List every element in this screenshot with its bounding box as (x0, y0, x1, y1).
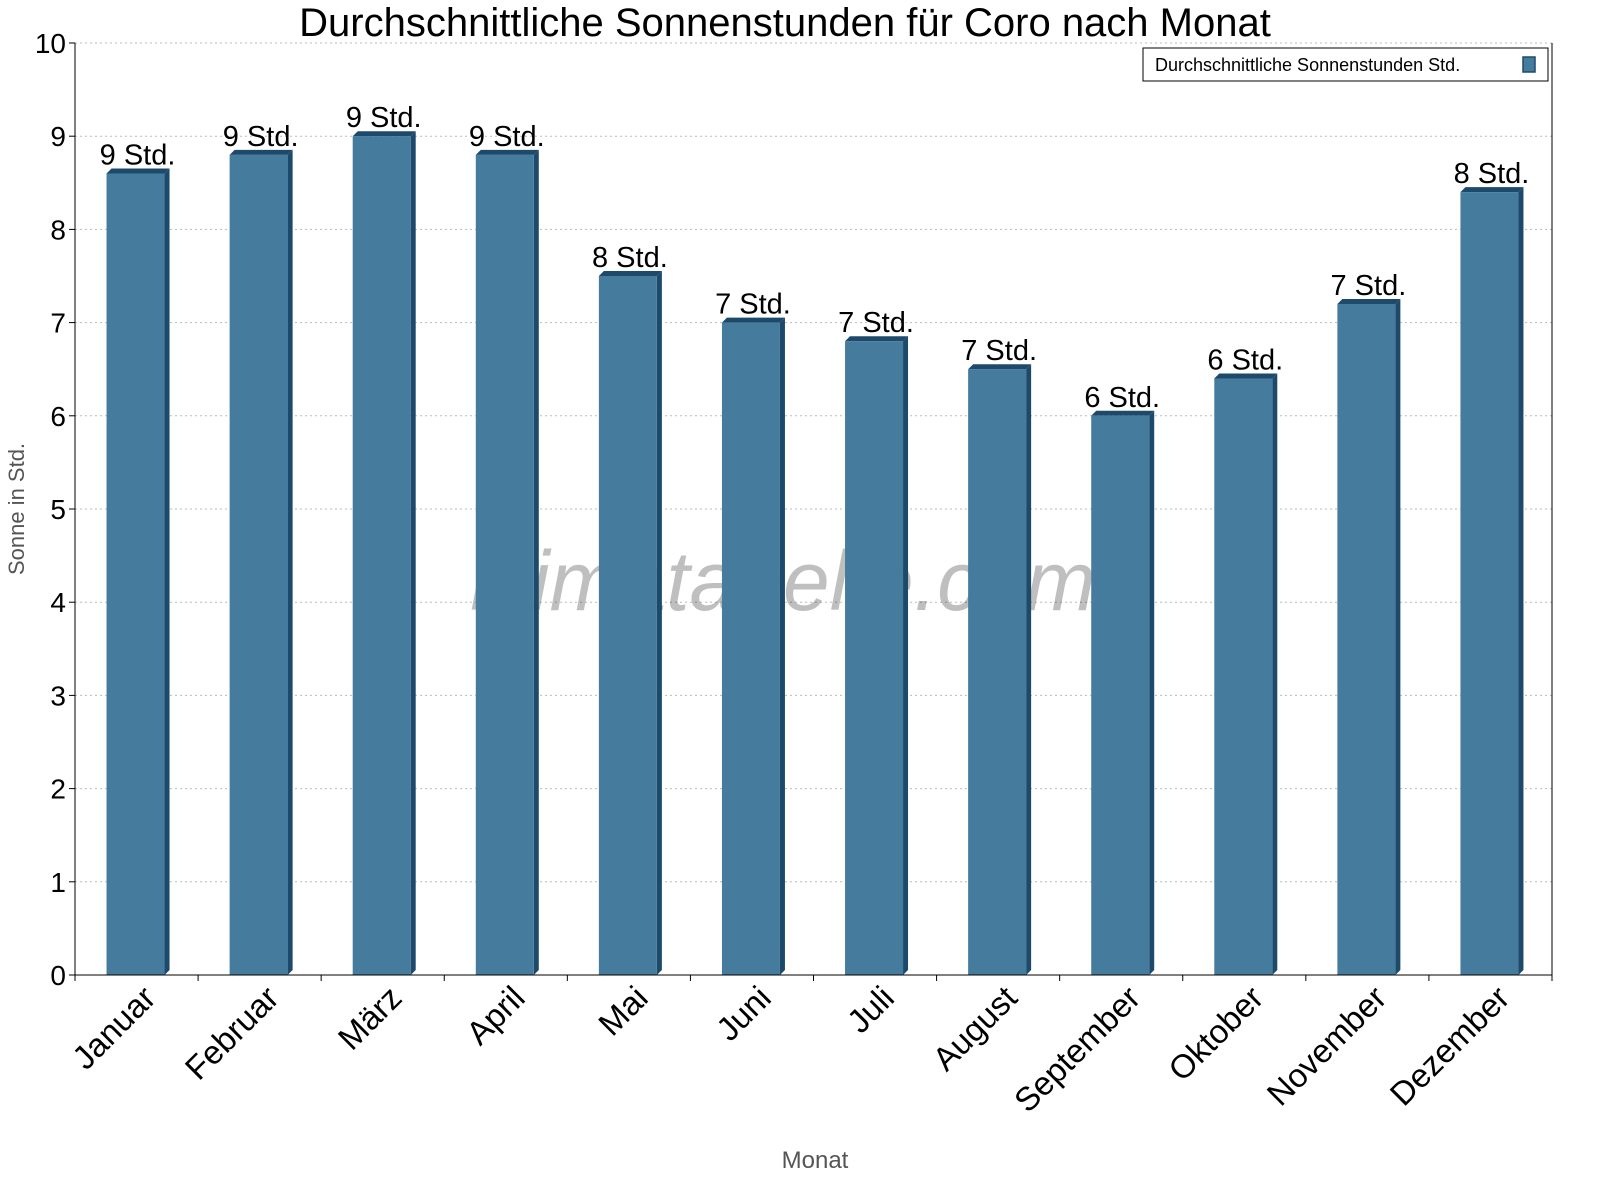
bar-side (1518, 187, 1524, 975)
bar (106, 173, 165, 976)
data-label: 6 Std. (1084, 382, 1160, 414)
data-label: 7 Std. (961, 335, 1037, 367)
grid-lines (75, 42, 1552, 883)
bar-side (533, 149, 539, 976)
bar (968, 369, 1027, 975)
legend-box (1142, 47, 1549, 82)
legend-swatch (1522, 56, 1536, 73)
bar-side (164, 168, 170, 976)
bar-top (1091, 410, 1155, 416)
y-tick-label: 3 (50, 680, 66, 711)
y-tick-label: 10 (35, 28, 66, 59)
bar-top (106, 168, 170, 174)
legend[interactable]: Durchschnittliche Sonnenstunden Std. (1142, 47, 1549, 82)
x-tick-label: Oktober (1161, 979, 1270, 1088)
bar-side (1026, 364, 1032, 975)
bar-side (1149, 410, 1155, 975)
bar-top (1214, 373, 1278, 379)
bar (352, 136, 411, 975)
data-label: 6 Std. (1207, 345, 1283, 377)
bar (598, 276, 657, 975)
x-axis-title: Monat (782, 1147, 849, 1174)
bar-top (1337, 298, 1401, 304)
bar-side (779, 317, 785, 976)
bar (1460, 192, 1519, 975)
x-tick-label: Januar (65, 979, 163, 1077)
x-tick-label: August (925, 979, 1024, 1078)
data-label: 8 Std. (1454, 158, 1530, 190)
bar-top (229, 149, 293, 155)
legend-label: Durchschnittliche Sonnenstunden Std. (1155, 55, 1460, 75)
bars: 9 Std. 9 Std. 9 Std. 9 Std. 8 Std. 7 Std. 7 St… (100, 102, 1530, 976)
y-tick-label: 4 (50, 587, 66, 618)
bar (845, 341, 904, 975)
bar-top (968, 364, 1032, 370)
bar-side (656, 271, 662, 975)
y-tick-label: 7 (50, 308, 66, 339)
bar (1214, 378, 1273, 975)
y-axis-title: Sonne in Std. (4, 443, 29, 575)
data-label: 9 Std. (100, 139, 176, 171)
data-label: 9 Std. (469, 121, 545, 153)
y-tick-label: 1 (50, 867, 66, 898)
bar (721, 322, 780, 976)
x-tick-label: April (459, 979, 532, 1052)
data-label: 8 Std. (592, 242, 668, 274)
bar (1337, 303, 1396, 976)
y-tick-label: 8 (50, 214, 66, 245)
data-label: 7 Std. (838, 307, 914, 339)
data-label: 9 Std. (223, 121, 299, 153)
bar-top (845, 336, 909, 342)
y-tick-label: 2 (50, 774, 66, 805)
bar (229, 154, 288, 976)
bar-top (598, 271, 662, 276)
x-tick-label: November (1260, 979, 1394, 1113)
bar-side (903, 336, 909, 975)
bar-side (410, 131, 416, 975)
x-tick-label: Juli (840, 979, 901, 1040)
bar-side (1395, 298, 1401, 976)
y-tick-label: 5 (50, 494, 66, 525)
x-tick-label: Februar (178, 979, 286, 1087)
x-tick-label: Dezember (1383, 979, 1517, 1113)
bar-side (287, 149, 293, 976)
bar (1091, 415, 1150, 975)
bar-top (721, 317, 785, 323)
data-label: 7 Std. (1330, 270, 1406, 302)
x-tick-label: Mai (591, 979, 655, 1043)
x-tick-label: September (1007, 979, 1147, 1119)
x-tick-label: Juni (709, 979, 778, 1048)
bar (475, 154, 534, 976)
bar-top (475, 149, 539, 155)
data-label: 7 Std. (715, 289, 791, 321)
y-tick-label: 9 (50, 121, 66, 152)
bar-top (352, 131, 416, 137)
chart-title: Durchschnittliche Sonnenstunden für Coro… (299, 1, 1271, 45)
y-tick-label: 6 (50, 401, 66, 432)
x-tick-label: März (331, 979, 409, 1057)
bar-top (1460, 187, 1524, 193)
bar-side (1272, 373, 1278, 975)
y-tick-label: 0 (50, 960, 66, 991)
data-label: 9 Std. (346, 102, 422, 134)
